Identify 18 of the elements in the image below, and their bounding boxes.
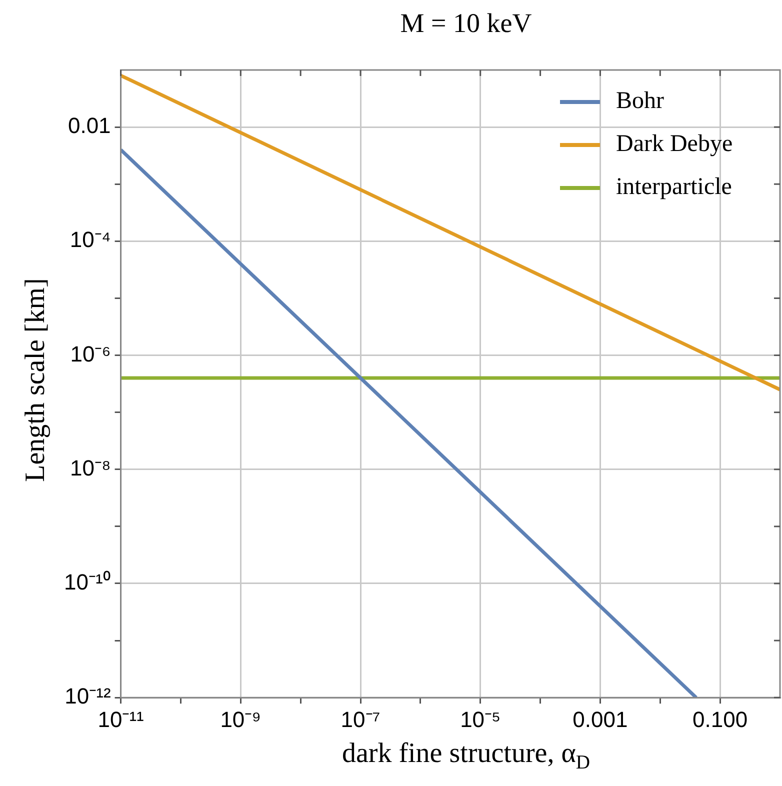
y-tick-label: 10⁻¹² — [64, 684, 111, 709]
legend-label: Bohr — [616, 88, 664, 115]
legend-label: Dark Debye — [616, 131, 733, 158]
chart-title: M = 10 keV — [399, 8, 533, 39]
y-tick-label: 10⁻⁴ — [70, 227, 111, 252]
y-tick-label: 10⁻⁶ — [70, 341, 111, 366]
x-axis-title: dark fine structure, α$_{D}$ — [340, 738, 592, 775]
x-tick-label: 10⁻⁹ — [220, 706, 262, 732]
x-tick-label: 0.001 — [572, 706, 628, 732]
x-tick-label: 10⁻⁷ — [340, 706, 380, 732]
x-tick-label: 10⁻⁵ — [460, 706, 501, 732]
x-tick-label: 0.100 — [692, 706, 748, 732]
y-tick-label: 10⁻¹⁰ — [64, 570, 111, 595]
legend-label: interparticle — [616, 174, 732, 201]
y-tick-label: 0.01 — [68, 113, 111, 138]
y-tick-label: 10⁻⁸ — [70, 455, 111, 480]
y-axis-title: Length scale [km] — [20, 278, 52, 482]
x-tick-label: 10⁻¹¹ — [98, 706, 144, 732]
